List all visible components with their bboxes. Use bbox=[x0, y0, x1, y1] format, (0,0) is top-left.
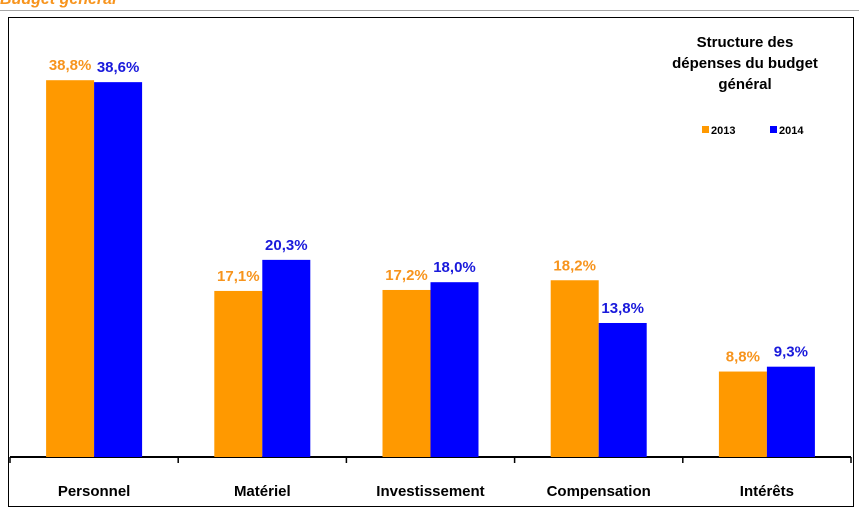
chart-title-line: Structure des bbox=[697, 34, 794, 51]
chart-title-line: dépenses du budget bbox=[672, 55, 818, 72]
bar-2014-intérêts bbox=[766, 366, 815, 457]
data-label-2013: 38,8% bbox=[49, 57, 92, 74]
legend-label-2013: 2013 bbox=[711, 125, 735, 137]
bar-2014-compensation bbox=[598, 322, 647, 457]
data-label-2014: 9,3% bbox=[774, 344, 808, 361]
header-rule bbox=[0, 10, 859, 11]
bar-2013-personnel bbox=[46, 80, 95, 457]
data-label-2013: 17,1% bbox=[217, 268, 260, 285]
category-label: Intérêts bbox=[740, 483, 794, 500]
bar-2013-matériel bbox=[214, 290, 263, 457]
header-cropped-title: Budget général bbox=[0, 0, 116, 9]
legend-swatch-2014 bbox=[770, 126, 777, 133]
bar-2013-investissement bbox=[382, 289, 431, 457]
category-label: Matériel bbox=[234, 483, 291, 500]
data-label-2014: 18,0% bbox=[433, 259, 476, 276]
category-label: Personnel bbox=[58, 483, 131, 500]
chart-title-line: général bbox=[718, 76, 771, 93]
bar-2014-investissement bbox=[430, 282, 479, 457]
bar-2014-matériel bbox=[262, 259, 311, 457]
data-label-2013: 18,2% bbox=[553, 257, 596, 274]
category-label: Compensation bbox=[547, 483, 651, 500]
data-label-2013: 17,2% bbox=[385, 267, 428, 284]
bar-2014-personnel bbox=[94, 82, 143, 457]
category-label: Investissement bbox=[376, 483, 484, 500]
bar-2013-intérêts bbox=[718, 371, 767, 457]
legend-swatch-2013 bbox=[702, 126, 709, 133]
data-label-2014: 20,3% bbox=[265, 237, 308, 254]
data-label-2013: 8,8% bbox=[726, 349, 760, 366]
chart-frame bbox=[8, 17, 854, 507]
data-label-2014: 38,6% bbox=[97, 59, 140, 76]
legend-label-2014: 2014 bbox=[779, 125, 804, 137]
data-label-2014: 13,8% bbox=[601, 300, 644, 317]
bar-2013-compensation bbox=[550, 280, 599, 457]
